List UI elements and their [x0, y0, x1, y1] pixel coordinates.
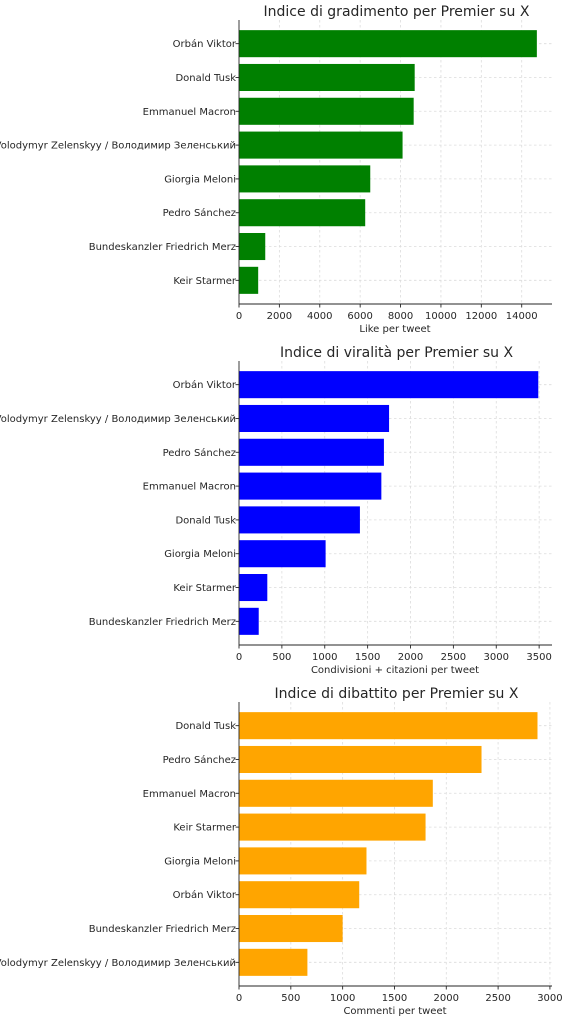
- bar: [239, 540, 326, 568]
- category-label: Pedro Sánchez: [163, 754, 236, 766]
- x-tick-label: 1500: [355, 652, 380, 663]
- category-label: Bundeskanzler Friedrich Merz: [89, 924, 236, 935]
- category-label: Emmanuel Macron: [143, 107, 236, 118]
- category-label: Donald Tusk: [175, 721, 236, 732]
- category-label: Orbán Viktor: [173, 379, 237, 391]
- x-tick-label: 8000: [388, 311, 413, 322]
- bar: [239, 847, 367, 875]
- bar: [239, 712, 538, 740]
- category-label: Volodymyr Zelenskyy / Володимир Зеленськ…: [0, 141, 236, 152]
- x-tick-label: 2000: [434, 993, 459, 1004]
- category-label: Volodymyr Zelenskyy / Володимир Зеленськ…: [0, 958, 236, 969]
- category-label: Orbán Viktor: [173, 38, 237, 50]
- category-label: Emmanuel Macron: [143, 482, 236, 493]
- x-tick-label: 6000: [347, 311, 372, 322]
- chart-title: Indice di dibattito per Premier su X: [275, 686, 519, 702]
- chart-panel: Orbán Viktor Volodymyr Zelenskyy / Володи…: [0, 345, 552, 676]
- x-tick-label: 2000: [267, 311, 292, 322]
- x-tick-label: 500: [281, 993, 300, 1004]
- chart-title: Indice di gradimento per Premier su X: [264, 4, 530, 20]
- bar: [239, 472, 382, 500]
- bar: [239, 165, 371, 193]
- x-tick-label: 500: [272, 652, 291, 663]
- category-label: Giorgia Meloni: [164, 549, 236, 560]
- bar: [239, 881, 360, 909]
- category-label: Keir Starmer: [173, 276, 237, 287]
- category-label: Volodymyr Zelenskyy / Володимир Зеленськ…: [0, 414, 236, 425]
- bar: [239, 233, 266, 261]
- bar: [239, 438, 384, 466]
- x-tick-label: 2500: [485, 993, 510, 1004]
- category-label: Giorgia Meloni: [164, 174, 236, 185]
- bar: [239, 915, 343, 943]
- x-tick-label: 1000: [312, 652, 337, 663]
- x-tick-label: 1000: [330, 993, 355, 1004]
- x-tick-label: 2500: [441, 652, 466, 663]
- x-tick-label: 3500: [526, 652, 551, 663]
- bar: [239, 266, 259, 294]
- bar: [239, 131, 403, 159]
- x-tick-label: 10000: [425, 311, 457, 322]
- category-label: Giorgia Meloni: [164, 856, 236, 867]
- x-tick-label: 4000: [307, 311, 332, 322]
- x-tick-label: 0: [236, 311, 242, 322]
- category-label: Donald Tusk: [175, 73, 236, 84]
- bar: [239, 779, 433, 807]
- x-axis-label: Commenti per tweet: [343, 1006, 446, 1017]
- x-axis-label: Like per tweet: [359, 324, 430, 335]
- bar: [239, 30, 537, 58]
- category-label: Keir Starmer: [173, 583, 237, 594]
- chart-panel: Donald Tusk Pedro Sánchez Emmanuel Macron K…: [0, 686, 563, 1017]
- bar: [239, 199, 366, 227]
- bar: [239, 63, 415, 91]
- chart-panel: Orbán Viktor Donald Tusk Emmanuel Macron Vo…: [0, 4, 552, 335]
- bar: [239, 813, 426, 841]
- x-tick-label: 2000: [398, 652, 423, 663]
- bar: [239, 97, 414, 125]
- chart-title: Indice di viralità per Premier su X: [280, 345, 514, 361]
- x-tick-label: 1500: [382, 993, 407, 1004]
- x-tick-label: 0: [236, 993, 242, 1004]
- category-label: Keir Starmer: [173, 823, 237, 834]
- category-label: Orbán Viktor: [173, 889, 237, 901]
- bar: [239, 574, 268, 602]
- bar: [239, 371, 539, 399]
- x-tick-label: 3000: [484, 652, 509, 663]
- bar: [239, 506, 360, 534]
- category-label: Bundeskanzler Friedrich Merz: [89, 617, 236, 628]
- x-axis-label: Condivisioni + citazioni per tweet: [311, 665, 479, 676]
- x-tick-label: 3000: [537, 993, 562, 1004]
- x-tick-label: 0: [236, 652, 242, 663]
- x-tick-label: 12000: [465, 311, 497, 322]
- bar: [239, 404, 390, 432]
- bar: [239, 745, 482, 773]
- category-label: Pedro Sánchez: [163, 207, 236, 219]
- bar: [239, 607, 259, 635]
- x-tick-label: 14000: [506, 311, 538, 322]
- category-label: Donald Tusk: [175, 515, 236, 526]
- category-label: Bundeskanzler Friedrich Merz: [89, 242, 236, 253]
- bar: [239, 948, 308, 976]
- category-label: Emmanuel Macron: [143, 789, 236, 800]
- category-label: Pedro Sánchez: [163, 447, 236, 459]
